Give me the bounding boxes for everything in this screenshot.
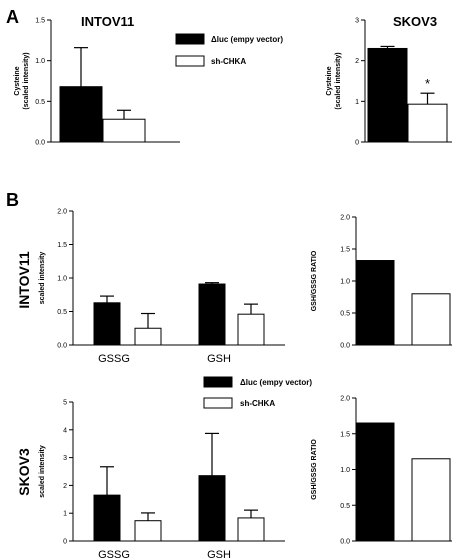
panel-letter-a: A [6,7,19,27]
y-tick-label: 2.0 [340,215,350,222]
bar-knockdown [411,458,451,542]
y-tick-label: 0 [63,539,67,546]
y-tick-label: 1.0 [57,276,67,283]
y-tick-label: 1.5 [57,242,67,249]
x-category-label: GSSG [98,549,130,560]
y-axis-label-line: (scaled intensity) [23,52,30,109]
significance-marker: * [425,76,430,91]
y-axis-label-line: GSH/GSSG RATIO [311,439,318,500]
y-tick-label: 3 [63,455,67,462]
legend-swatch-control [175,33,205,45]
y-tick-label: 2.0 [340,396,350,403]
bar-knockdown [134,520,162,542]
bar-control [355,422,395,542]
bar-knockdown [411,293,451,346]
legend-label-knockdown: sh-CHKA [240,399,275,408]
y-tick-label: 0.0 [57,343,67,350]
chart-4: 0 1 2 3 4 5 scaled intensity GSSG GSH [39,400,285,560]
legend-swatch-control [203,376,233,388]
x-category-label: GSSG [98,353,130,365]
y-tick-label: 0.5 [35,99,45,106]
y-tick-label: 2.0 [57,209,67,216]
y-tick-label: 4 [63,427,67,434]
y-tick-label: 1.0 [340,467,350,474]
y-tick-label: 1.5 [35,18,45,25]
bar-control [59,86,103,143]
y-axis-label: GSH/GSSG RATIO [311,250,318,311]
panel-letter-b: B [6,190,19,210]
y-tick-label: 2 [355,58,359,65]
bar-knockdown [407,103,448,143]
chart-title-skov3: SKOV3 [393,14,437,29]
y-tick-label: 0.5 [340,311,350,318]
bar-control [198,475,226,542]
y-axis-label: Cysteine (scaled intensity) [326,52,342,109]
y-tick-label: 0.0 [340,539,350,546]
chart-5: 0.0 0.5 1.0 1.5 2.0 GSH/GSSG RATIO [311,396,452,546]
y-axis-label-line: Cysteine [326,66,333,95]
y-tick-label: 1.5 [340,431,350,438]
legend-middle: Δluc (empy vector) sh-CHKA [203,376,312,409]
legend-label-control: Δluc (empy vector) [211,35,283,44]
x-category-label: GSH [207,549,231,560]
y-tick-label: 1 [63,511,67,518]
row-label-skov3: SKOV3 [16,448,32,496]
chart-2: 0.0 0.5 1.0 1.5 2.0 scaled intensity GSSG GSH [39,209,285,365]
bar-control [367,47,408,143]
bar-control [93,302,121,346]
y-tick-label: 1 [355,99,359,106]
y-axis-label: scaled intensity [39,445,46,498]
y-axis-label: Cysteine (scaled intensity) [14,52,30,109]
x-category-label: GSH [207,353,231,365]
y-axis-label: scaled intensity [39,252,46,305]
y-axis-label-line: GSH/GSSG RATIO [311,250,318,311]
legend-label-control: Δluc (empy vector) [240,378,312,387]
y-tick-label: 5 [63,400,67,407]
y-tick-label: 1.5 [340,247,350,254]
bar-knockdown [134,327,162,346]
legend-label-knockdown: sh-CHKA [211,57,246,66]
y-tick-label: 0.0 [35,140,45,147]
chart-3: 0.0 0.5 1.0 1.5 2.0 GSH/GSSG RATIO [311,215,452,350]
y-tick-label: 0 [355,140,359,147]
y-tick-label: 0.5 [57,309,67,316]
chart-1: 0 1 2 3 Cysteine (scaled intensity) * [326,18,452,147]
chart-title-intov11: INTOV11 [81,14,134,29]
y-axis-label-line: scaled intensity [39,445,46,498]
y-axis-label: GSH/GSSG RATIO [311,439,318,500]
legend-swatch-knockdown [203,397,233,409]
y-axis-label-line: (scaled intensity) [335,52,342,109]
bar-knockdown [237,313,265,346]
bar-control [93,494,121,542]
bar-control [355,260,395,346]
y-tick-label: 0.5 [340,503,350,510]
y-tick-label: 1.0 [35,58,45,65]
y-tick-label: 1.0 [340,279,350,286]
y-axis-label-line: Cysteine [14,66,21,95]
legend-swatch-knockdown [175,55,205,67]
legend-top: Δluc (empy vector) sh-CHKA [175,33,283,67]
y-tick-label: 2 [63,483,67,490]
chart-0: 0.0 0.5 1.0 1.5 Cysteine (scaled intensity) [14,18,180,147]
y-axis-label-line: scaled intensity [39,252,46,305]
bar-knockdown [102,118,146,143]
bar-control [198,283,226,346]
row-label-intov11: INTOV11 [16,251,32,309]
y-tick-label: 3 [355,18,359,25]
y-tick-label: 0.0 [340,343,350,350]
bar-knockdown [237,517,265,542]
